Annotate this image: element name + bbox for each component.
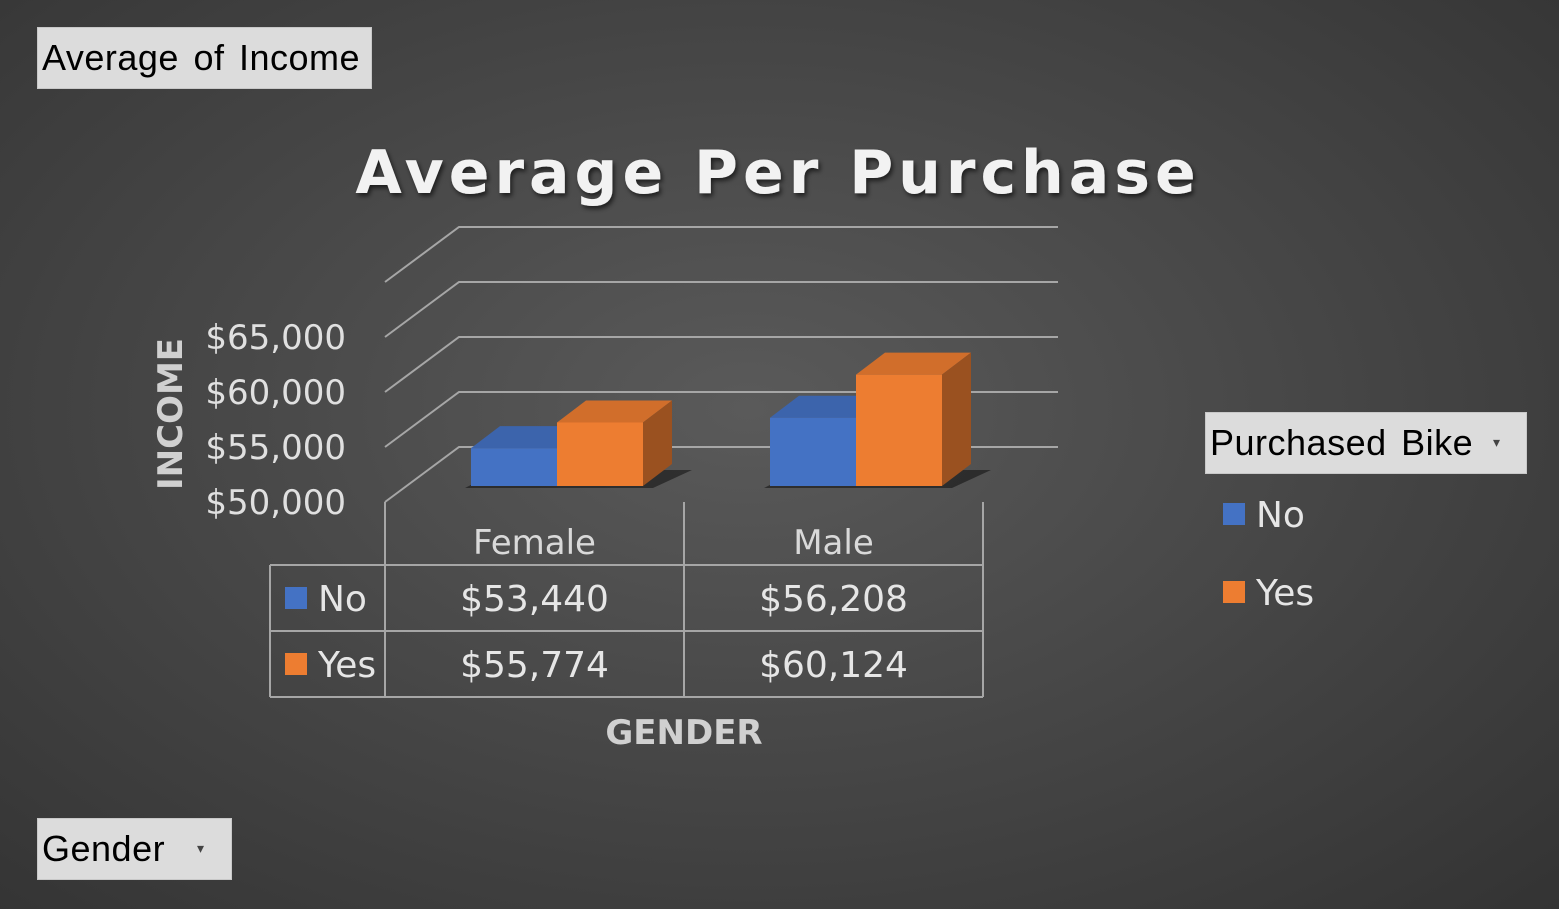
y-tick-label: $60,000 (205, 373, 346, 413)
values-field-label: Average of Income (42, 37, 361, 78)
bar-front (471, 448, 557, 486)
data-table-cell: $55,774 (460, 645, 609, 686)
bar (856, 352, 971, 486)
legend-field-label: Purchased Bike (1210, 422, 1474, 463)
y-tick-label: $65,000 (205, 318, 346, 358)
data-table-cell: $53,440 (460, 579, 609, 620)
axis-field-label: Gender (42, 828, 166, 869)
legend-swatch (1223, 581, 1245, 603)
axis-field-button[interactable]: Gender ▾ (37, 818, 232, 880)
bar (557, 400, 672, 486)
y-axis-title: INCOME (151, 338, 191, 490)
legend-entry: Yes (1255, 573, 1314, 614)
bar-front (557, 422, 643, 486)
gridline (384, 336, 1058, 393)
legend-key-swatch (285, 587, 307, 609)
dropdown-arrow-icon[interactable]: ▾ (1493, 435, 1501, 451)
chart-title: Average Per Purchase (355, 138, 1200, 208)
legend-entry: No (1256, 495, 1305, 536)
bar-side (643, 400, 672, 486)
data-table-cell: $56,208 (759, 579, 908, 620)
dropdown-arrow-icon[interactable]: ▾ (197, 841, 205, 857)
bar-front (770, 417, 856, 486)
legend-field-button[interactable]: Purchased Bike ▾ (1205, 412, 1527, 474)
table-series-name: Yes (317, 645, 376, 686)
gridline (384, 226, 1058, 283)
bar-side (942, 352, 971, 486)
data-table-cell: $60,124 (759, 645, 908, 686)
bar-top (856, 352, 971, 375)
legend-key-swatch (285, 653, 307, 675)
category-label: Female (473, 523, 596, 563)
x-axis-title: GENDER (605, 713, 762, 753)
y-tick-label: $55,000 (205, 428, 346, 468)
bar-top (557, 400, 672, 423)
y-tick-label: $50,000 (205, 483, 346, 523)
gridline (384, 281, 1058, 338)
category-label: Male (793, 523, 874, 563)
bar-front (856, 374, 942, 486)
table-series-name: No (318, 579, 367, 620)
values-field-button[interactable]: Average of Income (37, 27, 372, 89)
legend-swatch (1223, 503, 1245, 525)
